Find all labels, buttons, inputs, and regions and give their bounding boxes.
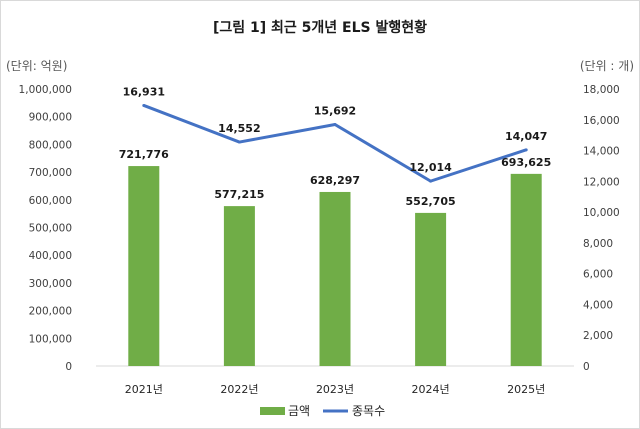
line-data-label: 12,014 (409, 161, 452, 174)
x-axis-tick-label: 2021년 (125, 383, 163, 396)
line-point (524, 148, 528, 152)
right-axis-tick-label: 12,000 (583, 176, 620, 188)
bar-series-amount (128, 166, 542, 366)
bar (223, 206, 255, 366)
right-axis-tick-label: 14,000 (583, 146, 620, 158)
legend-count-label: 종목수 (352, 404, 385, 418)
bar-data-labels: 721,776 577,215 628,297 552,705 693,625 (119, 148, 552, 208)
line-point (333, 123, 337, 127)
right-axis-tick-label: 8,000 (583, 238, 613, 250)
x-axis-tick-label: 2022년 (220, 383, 258, 396)
x-axis-tick-label: 2024년 (412, 383, 450, 396)
line-data-label: 14,047 (505, 130, 547, 143)
line-data-label: 15,692 (314, 105, 356, 118)
legend-amount-label: 금액 (288, 404, 310, 418)
right-axis-tick-label: 2,000 (583, 330, 613, 342)
left-axis-tick-label: 800,000 (29, 139, 72, 151)
x-axis-tick-label: 2023년 (316, 383, 354, 396)
bar (510, 173, 542, 366)
right-axis-ticks: 0 2,000 4,000 6,000 8,000 10,000 12,000 14,000 1… (583, 84, 620, 373)
line-series-count (142, 103, 528, 183)
bar-data-label: 577,215 (214, 188, 264, 201)
bar (319, 191, 351, 366)
x-axis-ticks: 2021년 2022년 2023년 2024년 2025년 (125, 383, 546, 396)
line-data-labels: 16,931 14,552 15,692 12,014 14,047 (123, 85, 548, 174)
bar-data-label: 628,297 (310, 174, 360, 187)
line-data-label: 16,931 (123, 85, 165, 98)
bar (415, 212, 447, 366)
legend: 금액 종목수 (260, 404, 385, 418)
right-axis-tick-label: 16,000 (583, 115, 620, 127)
right-axis-tick-label: 10,000 (583, 207, 620, 219)
left-axis-tick-label: 100,000 (29, 333, 72, 345)
bar-data-label: 693,625 (501, 156, 551, 169)
right-axis-unit: (단위 : 개) (580, 59, 634, 73)
left-axis-ticks: 0 100,000 200,000 300,000 400,000 500,000 600,… (19, 84, 72, 373)
left-axis-tick-label: 500,000 (29, 223, 72, 235)
left-axis-tick-label: 200,000 (29, 306, 72, 318)
left-axis-tick-label: 600,000 (29, 195, 72, 207)
left-axis-tick-label: 0 (65, 361, 72, 373)
left-axis-tick-label: 300,000 (29, 278, 72, 290)
right-axis-tick-label: 6,000 (583, 269, 613, 281)
left-axis-tick-label: 900,000 (29, 112, 72, 124)
bar-data-label: 721,776 (119, 148, 169, 161)
bar-data-label: 552,705 (406, 195, 456, 208)
right-axis-tick-label: 0 (583, 361, 590, 373)
line-point (237, 140, 241, 144)
right-axis-tick-label: 4,000 (583, 299, 613, 311)
x-axis-tick-label: 2025년 (507, 383, 545, 396)
line-point (142, 103, 146, 107)
right-axis-tick-label: 18,000 (583, 84, 620, 96)
left-axis-tick-label: 400,000 (29, 250, 72, 262)
line-point (429, 179, 433, 183)
chart-title: [그림 1] 최근 5개년 ELS 발행현황 (213, 19, 427, 36)
bar (128, 166, 160, 366)
legend-amount-swatch (260, 407, 285, 415)
left-axis-tick-label: 1,000,000 (19, 84, 72, 96)
left-axis-unit: (단위: 억원) (6, 59, 67, 73)
line-data-label: 14,552 (218, 122, 260, 135)
left-axis-tick-label: 700,000 (29, 167, 72, 179)
